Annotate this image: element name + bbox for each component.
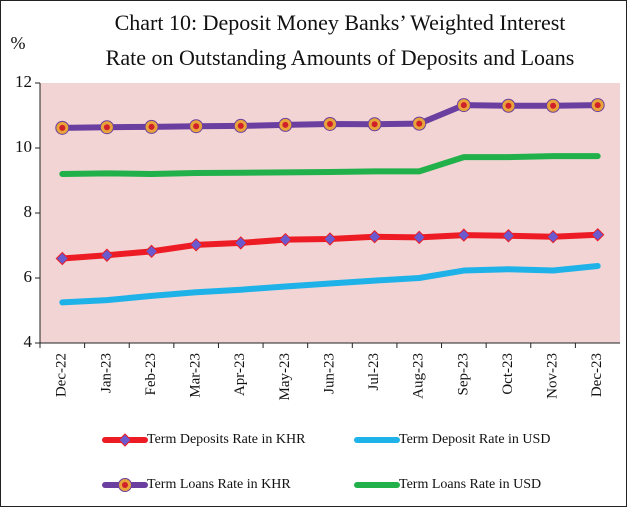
data-point bbox=[590, 228, 605, 242]
x-tick-label: Mar-23 bbox=[188, 353, 204, 398]
x-tick-label: Sep-23 bbox=[455, 353, 471, 396]
data-point-dot bbox=[550, 102, 557, 109]
y-tick-label: 8 bbox=[24, 202, 33, 221]
x-tick-label: Jul-23 bbox=[366, 353, 382, 391]
x-tick-label: Oct-23 bbox=[500, 353, 516, 395]
data-point bbox=[457, 228, 471, 242]
data-point bbox=[55, 251, 70, 266]
data-point-dot bbox=[103, 124, 110, 131]
x-tick-label: Nov-23 bbox=[545, 353, 561, 399]
data-point-dot bbox=[327, 120, 333, 127]
data-point bbox=[367, 230, 382, 244]
data-point-dot bbox=[237, 122, 244, 129]
chart-title: Rate on Outstanding Amounts of Deposits … bbox=[106, 45, 575, 70]
y-axis-label: % bbox=[11, 33, 26, 53]
data-point-dot bbox=[594, 102, 601, 109]
data-point-dot bbox=[193, 123, 200, 130]
legend-label: Term Loans Rate in USD bbox=[399, 477, 541, 492]
data-point-dot bbox=[148, 123, 155, 130]
data-point-dot bbox=[59, 124, 66, 131]
x-tick-label: Dec-23 bbox=[589, 353, 605, 397]
data-point-dot bbox=[282, 121, 289, 128]
data-point-dot bbox=[460, 102, 467, 109]
chart-title: Chart 10: Deposit Money Banks’ Weighted … bbox=[115, 10, 566, 35]
data-point bbox=[501, 229, 516, 243]
y-tick-label: 4 bbox=[24, 332, 33, 351]
x-tick-label: Jun-23 bbox=[321, 353, 337, 394]
legend-marker bbox=[118, 433, 132, 447]
x-tick-label: May-23 bbox=[277, 353, 293, 401]
x-tick-label: Aug-23 bbox=[411, 353, 427, 399]
data-point-dot bbox=[371, 121, 378, 128]
x-tick-label: Apr-23 bbox=[232, 353, 248, 396]
y-tick-label: 10 bbox=[15, 137, 32, 156]
data-point bbox=[100, 248, 114, 262]
legend-label: Term Deposits Rate in KHR bbox=[147, 432, 306, 447]
data-point bbox=[278, 232, 293, 247]
x-tick-label: Dec-22 bbox=[54, 353, 70, 397]
legend-marker-dot bbox=[122, 482, 128, 488]
data-point-dot bbox=[416, 120, 423, 127]
data-point bbox=[144, 244, 159, 259]
data-point bbox=[234, 236, 248, 250]
y-tick-label: 12 bbox=[15, 72, 32, 91]
x-tick-label: Feb-23 bbox=[143, 353, 159, 396]
series-line bbox=[59, 153, 601, 177]
y-tick-label: 6 bbox=[24, 267, 33, 286]
series-line bbox=[59, 262, 601, 306]
data-point bbox=[546, 230, 560, 244]
data-point bbox=[189, 238, 203, 252]
data-point-dot bbox=[505, 102, 512, 109]
legend-label: Term Loans Rate in KHR bbox=[147, 477, 291, 492]
data-point bbox=[412, 230, 426, 245]
data-point bbox=[323, 232, 337, 246]
x-tick-label: Jan-23 bbox=[98, 353, 114, 393]
legend-label: Term Deposit Rate in USD bbox=[399, 432, 550, 447]
